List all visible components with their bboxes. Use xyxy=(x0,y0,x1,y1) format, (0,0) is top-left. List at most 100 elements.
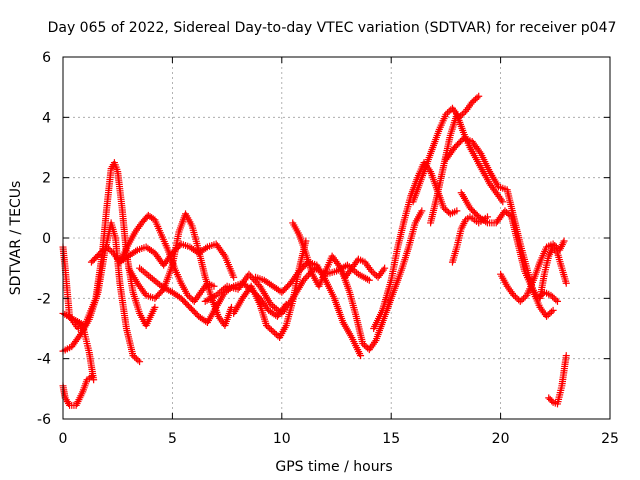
data-point xyxy=(220,250,228,258)
data-point xyxy=(185,293,193,301)
x-tick-label: 5 xyxy=(168,431,177,447)
data-point xyxy=(518,296,526,304)
data-point xyxy=(269,328,277,336)
y-tick-label: 6 xyxy=(42,50,51,66)
data-point xyxy=(210,282,218,290)
data-point xyxy=(360,341,368,349)
data-point xyxy=(129,352,137,360)
series-sat-v xyxy=(545,352,570,408)
data-point xyxy=(253,279,261,287)
data-point xyxy=(552,296,560,304)
data-point xyxy=(445,107,453,115)
data-point xyxy=(132,355,140,363)
data-point xyxy=(562,352,570,360)
data-point xyxy=(262,321,270,329)
chart-title: Day 065 of 2022, Sidereal Day-to-day VTE… xyxy=(48,20,617,36)
data-point xyxy=(513,294,521,302)
data-point xyxy=(359,340,367,348)
data-point xyxy=(187,294,195,302)
series-sat-a xyxy=(59,373,95,409)
grid-layer xyxy=(63,57,610,419)
tick-layer: 0 5 10 15 20 25 -6 -4 -2 0 2 4 6 xyxy=(37,50,619,447)
data-point xyxy=(453,207,461,215)
data-point xyxy=(266,325,274,332)
data-point xyxy=(303,273,311,281)
data-point xyxy=(470,97,478,105)
data-point xyxy=(444,109,452,117)
data-point xyxy=(98,248,106,256)
data-point xyxy=(136,358,144,366)
x-tick-label: 20 xyxy=(492,431,510,447)
series-sat-g xyxy=(125,210,235,329)
data-point xyxy=(104,245,112,253)
series-sat-n xyxy=(370,159,461,332)
data-point xyxy=(304,271,312,279)
x-tick-label: 10 xyxy=(273,431,291,447)
data-point xyxy=(362,343,370,351)
data-point xyxy=(549,306,557,314)
data-point xyxy=(544,311,552,319)
data-point xyxy=(547,308,555,316)
data-point xyxy=(483,213,491,221)
data-point xyxy=(418,207,426,215)
data-point xyxy=(230,273,238,281)
data-point xyxy=(503,208,511,216)
y-tick-label: -2 xyxy=(37,291,51,307)
data-point xyxy=(473,94,481,102)
data-point xyxy=(560,237,568,245)
data-point xyxy=(245,270,253,278)
data-point xyxy=(441,205,449,213)
data-point xyxy=(543,312,551,320)
data-point xyxy=(271,329,279,337)
data-point xyxy=(254,281,262,289)
data-point xyxy=(546,309,554,317)
data-point xyxy=(365,276,373,284)
data-point xyxy=(184,291,192,299)
data-point xyxy=(368,267,376,275)
data-point xyxy=(548,397,556,405)
data-point xyxy=(521,293,529,301)
series-sat-e xyxy=(87,240,238,281)
data-point xyxy=(443,207,451,215)
data-point xyxy=(504,210,512,218)
series-sat-p xyxy=(427,110,507,227)
data-point xyxy=(103,243,111,251)
y-tick-label: 2 xyxy=(42,171,51,187)
data-point xyxy=(151,303,159,311)
data-point xyxy=(95,251,103,259)
y-tick-label: 0 xyxy=(42,231,51,247)
data-point xyxy=(468,98,476,106)
data-point xyxy=(272,331,280,339)
data-point xyxy=(75,332,83,340)
data-point xyxy=(134,356,142,364)
data-point xyxy=(99,246,107,254)
data-point xyxy=(499,198,507,206)
data-point xyxy=(516,297,524,305)
data-point xyxy=(547,291,555,299)
data-point xyxy=(475,92,483,100)
y-tick-label: -6 xyxy=(37,412,51,428)
data-point xyxy=(108,248,116,256)
y-tick-label: -4 xyxy=(37,352,51,368)
y-axis-label: SDTVAR / TECUs xyxy=(8,181,24,296)
data-point xyxy=(381,264,389,272)
x-tick-label: 25 xyxy=(601,431,619,447)
x-tick-label: 0 xyxy=(59,431,68,447)
data-point xyxy=(440,204,448,212)
x-tick-label: 15 xyxy=(382,431,400,447)
data-point xyxy=(549,293,557,301)
data-point xyxy=(106,246,114,254)
data-point xyxy=(131,353,139,361)
x-axis-label: GPS time / hours xyxy=(275,459,392,475)
plot-frame xyxy=(62,56,611,420)
data-point xyxy=(442,110,450,118)
y-tick-label: 4 xyxy=(42,110,51,126)
data-point xyxy=(510,291,518,299)
data-point xyxy=(501,207,509,215)
data-point xyxy=(458,136,466,144)
data-point xyxy=(369,269,377,277)
series-sat-u xyxy=(536,243,570,302)
data-point xyxy=(90,376,98,384)
data-point xyxy=(562,279,570,287)
series-sat-m xyxy=(339,207,426,354)
